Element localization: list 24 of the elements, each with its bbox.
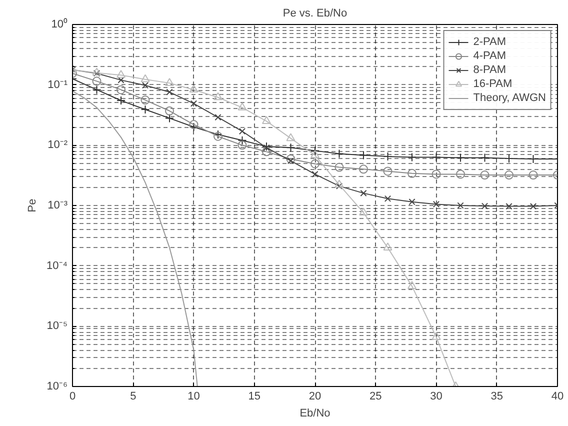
- chart-title: Pe vs. Eb/No: [282, 8, 348, 20]
- x-tick-label: 35: [490, 390, 504, 402]
- x-axis-title: Eb/No: [300, 408, 330, 420]
- legend-label: 4-PAM: [473, 49, 506, 63]
- y-tick-label: 10⁻²: [48, 139, 68, 152]
- legend-label: 2-PAM: [473, 35, 506, 49]
- x-tick-label: 30: [430, 390, 442, 402]
- legend-label: 8-PAM: [473, 63, 506, 77]
- y-tick-label: 10⁰: [51, 18, 68, 30]
- x-tick-label: 15: [248, 390, 261, 402]
- legend-label: Theory, AWGN: [473, 91, 546, 105]
- x-tick-label: 0: [69, 390, 76, 402]
- y-tick-label: 10⁻³: [48, 200, 68, 212]
- x-tick-label: 20: [308, 390, 322, 402]
- y-axis-title: Pe: [26, 198, 39, 212]
- x-tick-label: 40: [551, 390, 564, 402]
- x-tick-label: 5: [130, 390, 136, 402]
- x-tick-label: 25: [370, 390, 382, 402]
- y-tick-label: 10⁻⁵: [46, 320, 68, 332]
- x-tick-label: 10: [188, 390, 200, 402]
- y-tick-label: 10⁻¹: [48, 78, 68, 91]
- legend-label: 16-PAM: [473, 77, 512, 91]
- y-tick-label: 10⁻⁴: [46, 260, 68, 272]
- y-tick-label: 10⁻⁶: [46, 380, 68, 392]
